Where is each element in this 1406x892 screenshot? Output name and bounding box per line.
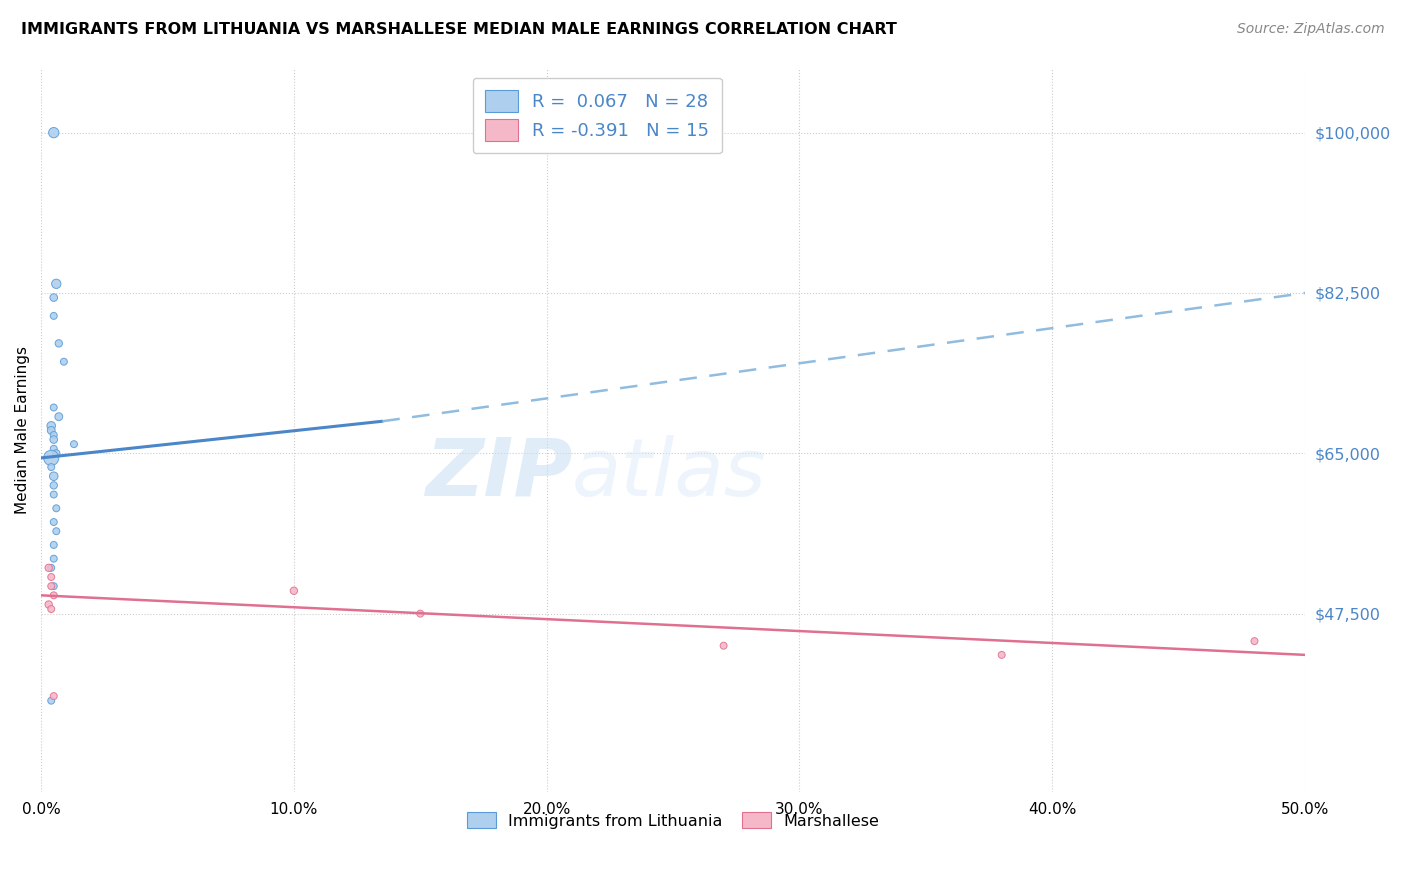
Point xyxy=(38,598,60,612)
Point xyxy=(48,336,70,351)
Text: IMMIGRANTS FROM LITHUANIA VS MARSHALLESE MEDIAN MALE EARNINGS CORRELATION CHART: IMMIGRANTS FROM LITHUANIA VS MARSHALLESE… xyxy=(21,22,897,37)
Point xyxy=(39,424,62,438)
Point xyxy=(42,478,65,492)
Point xyxy=(39,694,62,708)
Point xyxy=(1243,634,1265,648)
Point xyxy=(409,607,432,621)
Point xyxy=(42,469,65,483)
Point xyxy=(39,579,62,593)
Point xyxy=(48,409,70,424)
Legend: Immigrants from Lithuania, Marshallese: Immigrants from Lithuania, Marshallese xyxy=(460,805,886,835)
Point xyxy=(42,551,65,566)
Text: Source: ZipAtlas.com: Source: ZipAtlas.com xyxy=(1237,22,1385,37)
Point xyxy=(42,309,65,323)
Point xyxy=(42,538,65,552)
Point xyxy=(45,524,67,539)
Point xyxy=(42,442,65,456)
Point xyxy=(39,561,62,575)
Point xyxy=(42,689,65,703)
Point xyxy=(39,602,62,616)
Point xyxy=(52,354,75,368)
Point xyxy=(42,291,65,305)
Point xyxy=(42,515,65,529)
Point xyxy=(42,433,65,447)
Point xyxy=(42,428,65,442)
Point xyxy=(42,579,65,593)
Point xyxy=(42,487,65,501)
Point xyxy=(42,126,65,140)
Point xyxy=(39,570,62,584)
Point xyxy=(39,460,62,475)
Point xyxy=(39,418,62,433)
Text: ZIP: ZIP xyxy=(425,434,572,513)
Point xyxy=(713,639,735,653)
Y-axis label: Median Male Earnings: Median Male Earnings xyxy=(15,346,30,515)
Point xyxy=(283,583,305,598)
Point xyxy=(63,437,86,451)
Point xyxy=(42,401,65,415)
Point xyxy=(45,446,67,460)
Point xyxy=(45,501,67,516)
Point xyxy=(39,450,62,465)
Point xyxy=(990,648,1012,662)
Text: atlas: atlas xyxy=(572,434,766,513)
Point xyxy=(45,277,67,291)
Point xyxy=(38,561,60,575)
Point xyxy=(42,588,65,602)
